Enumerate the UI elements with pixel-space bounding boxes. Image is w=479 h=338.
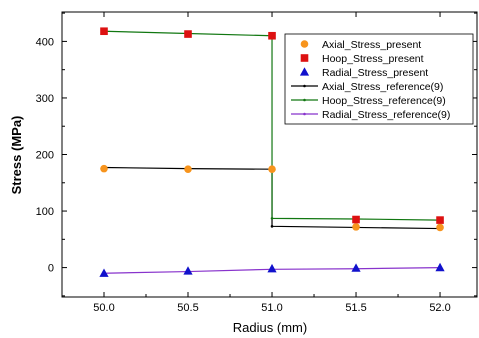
y-tick-label: 200 [36,150,54,162]
data-point-axial-stress-present [268,165,276,174]
y-tick-label: 400 [36,36,54,48]
x-axis-ticks: 50.0 50.5 51.0 51.5 52.0 [93,12,451,314]
y-axis-title: Stress (MPa) [9,116,24,195]
data-point-radial-stress-present [183,266,193,275]
legend-swatch-dot-radial-stress-reference-9 [303,112,306,116]
y-tick-label: 100 [36,206,54,218]
data-point-axial-stress-present [184,165,192,174]
legend-swatch-dot-hoop-stress-reference-9 [303,98,306,102]
y-tick-label: 0 [48,263,54,275]
data-point-radial-stress-present [267,263,277,273]
legend: Axial_Stress_present Hoop_Stress_present R… [284,33,474,125]
data-point-radial-stress-present [351,263,361,272]
legend-label-hoop-stress-reference-9: Hoop_Stress_reference(9) [322,95,446,107]
x-tick-label: 51.5 [345,302,366,314]
data-point-hoop-stress-present [436,216,444,224]
line-point-axial-stress-reference-9 [270,225,274,228]
data-point-hoop-stress-present [100,27,108,36]
data-point-axial-stress-present [100,164,108,173]
data-point-hoop-stress-present [352,215,360,224]
series-line-hoop-stress-reference-9 [103,30,441,221]
y-tick-label: 300 [36,93,54,105]
x-tick-label: 51.0 [261,302,282,314]
legend-swatch-dot-axial-stress-reference-9 [303,84,306,88]
data-point-axial-stress-present [436,223,444,232]
data-point-hoop-stress-present [184,30,192,38]
legend-label-hoop-stress-present: Hoop_Stress_present [322,53,424,65]
legend-items: Axial_Stress_present Hoop_Stress_present R… [291,39,450,121]
line-point-hoop-stress-reference-9 [270,217,274,220]
x-tick-label: 50.5 [177,302,198,314]
x-tick-label: 50.0 [93,302,114,314]
x-axis-title: Radius (mm) [233,320,307,335]
legend-box [284,33,474,125]
data-point-axial-stress-present [352,223,360,231]
legend-label-radial-stress-present: Radial_Stress_present [322,67,428,79]
legend-swatch-hoop-stress-present [300,54,309,62]
legend-swatch-axial-stress-present [300,40,309,48]
legend-label-radial-stress-reference-9: Radial_Stress_reference(9) [322,109,450,121]
legend-label-axial-stress-reference-9: Axial_Stress_reference(9) [322,81,443,93]
data-point-radial-stress-present [435,262,445,272]
series-markers [99,27,445,277]
legend-swatch-radial-stress-present [299,67,310,76]
data-point-radial-stress-present [99,268,109,277]
x-tick-label: 52.0 [429,302,450,314]
legend-label-axial-stress-present: Axial_Stress_present [322,39,421,51]
data-point-hoop-stress-present [268,31,276,40]
